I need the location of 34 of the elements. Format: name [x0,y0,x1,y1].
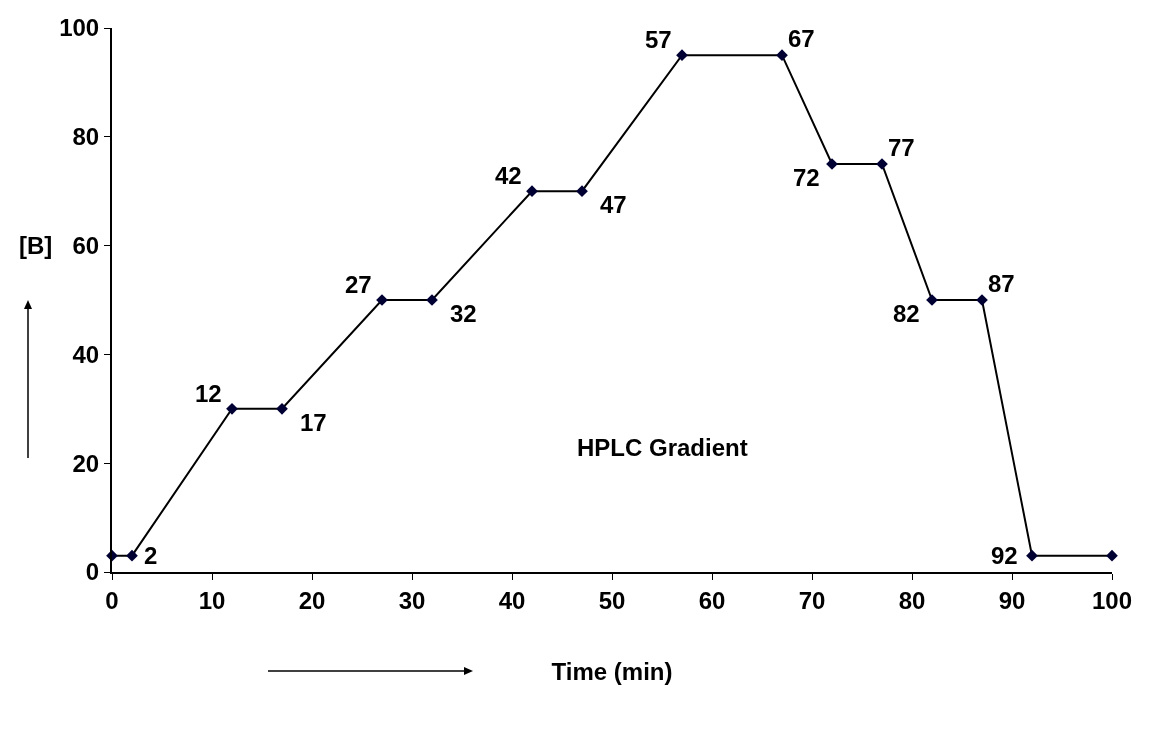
y-tick-label: 100 [59,14,100,42]
annotation: 57 [645,26,672,53]
x-axis-title: Time (min) [551,657,673,685]
annotation: HPLC Gradient [577,434,748,461]
annotation: 12 [195,380,222,407]
annotation: 32 [450,300,477,327]
annotation: 77 [888,134,915,161]
x-tick-label: 20 [298,586,326,614]
annotation: 82 [893,300,920,327]
y-axis-title: [B] [19,232,53,259]
annotation: 42 [495,162,522,189]
annotation: 47 [600,191,627,218]
y-tick-label: 0 [85,558,100,586]
x-tick-label: 90 [998,586,1026,614]
y-tick-label: 40 [72,340,100,368]
x-tick-label: 50 [598,586,626,614]
x-tick-label: 0 [105,586,119,614]
annotation: 87 [988,270,1015,297]
y-tick-label: 60 [72,232,100,259]
x-tick-label: 30 [398,586,426,614]
x-tick-label: 10 [198,586,226,614]
x-tick-label: 80 [898,586,926,614]
annotation: 2 [144,542,158,569]
x-tick-label: 40 [498,586,526,614]
x-tick-label: 100 [1091,586,1133,614]
y-tick-label: 20 [72,449,100,477]
x-tick-label: 60 [698,586,726,614]
annotation: 72 [793,164,820,191]
annotation: 92 [991,542,1018,569]
annotation: 67 [788,25,815,52]
annotation: 27 [345,271,372,298]
x-tick-label: 70 [798,586,826,614]
y-tick-label: 80 [72,123,100,151]
annotation: 17 [300,409,327,436]
